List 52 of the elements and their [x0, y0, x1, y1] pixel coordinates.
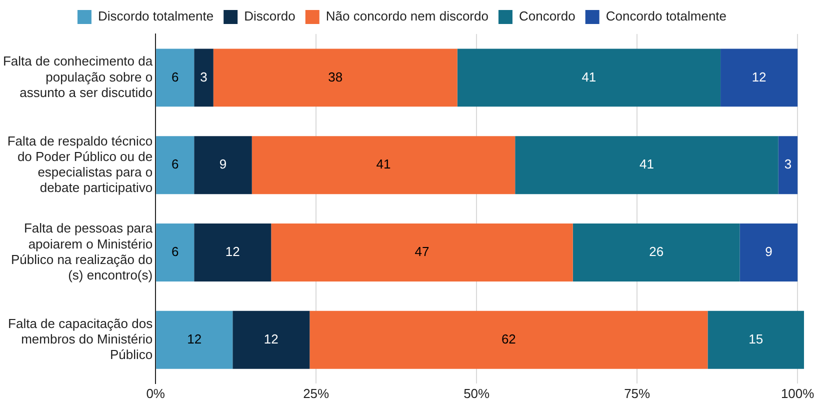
x-tick-label: 75% [624, 386, 651, 401]
data-label: 15 [748, 331, 764, 346]
bar [194, 224, 272, 282]
x-tick-label: 25% [303, 386, 330, 401]
bar [778, 136, 798, 194]
bar [515, 136, 778, 194]
data-label: 41 [582, 69, 596, 84]
data-label: 6 [171, 69, 179, 84]
bar [310, 310, 708, 369]
bar [156, 136, 194, 194]
x-tick-label: 100% [780, 386, 815, 401]
bar [194, 48, 214, 107]
legend-label: Concordo totalmente [606, 8, 727, 24]
bar [457, 48, 721, 107]
bar [252, 136, 516, 194]
data-label: 47 [414, 244, 430, 260]
y-tick-label: Falta de capacitação dos membros do Ministério Público [8, 316, 154, 362]
legend-label: Não concordo nem discordo [326, 8, 488, 24]
data-label: 9 [765, 244, 772, 260]
data-label: 3 [200, 69, 208, 84]
data-label: 62 [501, 331, 516, 346]
data-label: 41 [376, 156, 391, 172]
data-label: 9 [219, 156, 227, 172]
bar [708, 310, 804, 369]
bar [156, 224, 194, 282]
data-label: 12 [225, 244, 240, 260]
bar [213, 48, 458, 107]
bar [271, 224, 573, 282]
legend-label: Discordo [244, 8, 296, 24]
bar [156, 310, 233, 369]
bar [740, 224, 798, 282]
bar [720, 48, 798, 107]
x-tick-label: 0% [146, 386, 166, 401]
legend-label: Discordo totalmente [98, 8, 214, 24]
data-label: 41 [639, 156, 654, 172]
data-label: 6 [171, 244, 179, 260]
bar [194, 136, 252, 194]
data-label: 6 [171, 156, 179, 172]
bar [572, 224, 740, 282]
data-label: 12 [264, 331, 278, 346]
data-label: 26 [649, 244, 664, 260]
data-label: 12 [752, 69, 766, 84]
data-label: 12 [187, 331, 202, 346]
y-tick-label: Falta de pessoas para apoiarem o Ministério Público na realização do (s) encontro(s) [10, 220, 154, 282]
y-tick-label: Falta de respaldo técnico do Poder Público ou de especialistas para o debate participativo [7, 133, 153, 196]
data-label: 38 [328, 69, 343, 84]
bar [156, 48, 194, 107]
data-label: 3 [784, 156, 792, 172]
x-tick-label: 50% [464, 386, 490, 401]
y-tick-label: Falta de conhecimento da população sobre o assunto a ser discutido [2, 54, 154, 100]
bar [232, 310, 310, 369]
legend-label: Concordo [518, 8, 576, 24]
